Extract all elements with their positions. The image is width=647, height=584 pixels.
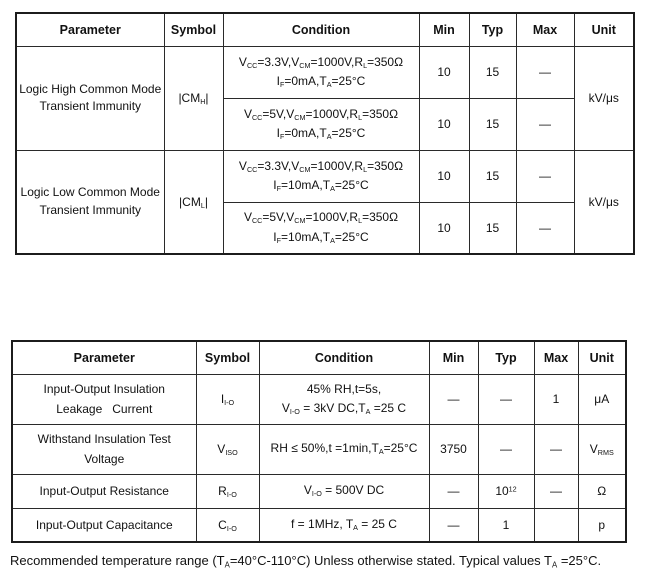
min-cell: — [428, 473, 479, 509]
min-cell: 10 [418, 45, 470, 99]
condition-line: IF=10mA,TA=25°C [273, 229, 369, 245]
typ-cell: 15 [468, 201, 517, 255]
table-row: Withstand Insulation Test Voltage VISO R… [11, 423, 627, 475]
symbol-cell: |CMH| [163, 45, 224, 151]
typ-cell: 15 [468, 149, 517, 203]
min-cell: 10 [418, 201, 470, 255]
condition-cell: VCC=5V,VCM=1000V,RL=350Ω IF=10mA,TA=25°C [222, 201, 420, 255]
min-cell: 10 [418, 149, 470, 203]
unit-cell: μA [577, 373, 627, 425]
unit-cell: kV/μs [573, 45, 635, 151]
header-cell-typ: Typ [468, 12, 517, 47]
condition-line: VCC=3.3V,VCM=1000V,RL=350Ω [238, 158, 404, 174]
transient-immunity-table: Parameter Symbol Condition Min Typ Max U… [15, 12, 635, 255]
header-row: Parameter Symbol Condition Min Typ Max U… [15, 12, 635, 47]
header-cell-parameter: Parameter [15, 12, 165, 47]
condition-line: IF=10mA,TA=25°C [273, 178, 369, 194]
condition-line: VCC=3.3V,VCM=1000V,RL=350Ω [238, 54, 404, 70]
table-row: Input-Output Capacitance CI-O f = 1MHz, … [11, 507, 627, 543]
header-cell-condition: Condition [258, 340, 430, 375]
header-cell-min: Min [428, 340, 479, 375]
condition-cell: 45% RH,t=5s, VI-O = 3kV DC,TA =25 C [258, 373, 430, 425]
table-row: Logic Low Common Mode Transient Immunity… [15, 149, 635, 255]
typ-cell: 15 [468, 45, 517, 99]
parameter-cell: Input-Output Resistance [11, 473, 197, 509]
symbol-cell: |CML| [163, 149, 224, 255]
max-cell: — [515, 149, 575, 203]
header-cell-symbol: Symbol [163, 12, 224, 47]
typ-cell: 1012 [477, 473, 535, 509]
footnote: Recommended temperature range (TA=40°C-1… [10, 553, 602, 570]
parameter-line: Input-Output Resistance [39, 483, 169, 498]
header-cell-unit: Unit [577, 340, 627, 375]
table-row: Input-Output Insulation Leakage Current … [11, 373, 627, 425]
symbol-cell: II-O [195, 373, 260, 425]
table-row: VCC=5V,VCM=1000V,RL=350Ω IF=0mA,TA=25°C … [16, 97, 634, 151]
condition-line: VCC=5V,VCM=1000V,RL=350Ω [243, 106, 399, 122]
insulation-table: Parameter Symbol Condition Min Typ Max U… [11, 340, 627, 543]
unit-cell: VRMS [577, 423, 627, 475]
condition-line: VI-O = 500V DC [303, 483, 385, 499]
header-cell-condition: Condition [222, 12, 420, 47]
header-cell-max: Max [533, 340, 579, 375]
max-cell: — [515, 45, 575, 99]
parameter-cell: Withstand Insulation Test Voltage [11, 423, 197, 475]
parameter-line: Withstand Insulation Test [37, 431, 171, 446]
max-cell: — [515, 97, 575, 151]
condition-cell: VCC=3.3V,VCM=1000V,RL=350Ω IF=10mA,TA=25… [222, 149, 420, 203]
parameter-line: Voltage [84, 452, 125, 466]
condition-line: VCC=5V,VCM=1000V,RL=350Ω [243, 210, 399, 226]
max-cell: — [515, 201, 575, 255]
parameter-cell: Input-Output Insulation Leakage Current [11, 373, 197, 425]
min-cell: 3750 [428, 423, 479, 475]
header-cell-typ: Typ [477, 340, 535, 375]
typ-cell: 15 [468, 97, 517, 151]
condition-cell: RH ≤ 50%,t =1min,TA=25°C [258, 423, 430, 475]
parameter-cell: Input-Output Capacitance [11, 507, 197, 543]
condition-line: IF=0mA,TA=25°C [276, 126, 366, 142]
min-cell: — [428, 507, 479, 543]
condition-line: IF=0mA,TA=25°C [276, 74, 366, 90]
min-cell: — [428, 373, 479, 425]
parameter-cell: Logic Low Common Mode Transient Immunity [15, 149, 165, 255]
min-cell: 10 [418, 97, 470, 151]
condition-line: f = 1MHz, TA = 25 C [291, 517, 397, 533]
table-row: Input-Output Resistance RI-O VI-O = 500V… [11, 473, 627, 509]
max-cell: — [533, 423, 579, 475]
condition-line: 45% RH,t=5s, [306, 381, 382, 396]
typ-cell: 1 [477, 507, 535, 543]
symbol-cell: RI-O [195, 473, 260, 509]
header-cell-unit: Unit [573, 12, 635, 47]
parameter-cell: Logic High Common Mode Transient Immunit… [15, 45, 165, 151]
parameter-line: Input-Output Insulation [43, 381, 165, 396]
header-cell-parameter: Parameter [11, 340, 197, 375]
max-cell: — [533, 473, 579, 509]
header-cell-symbol: Symbol [195, 340, 260, 375]
unit-cell: Ω [577, 473, 627, 509]
condition-cell: VCC=3.3V,VCM=1000V,RL=350Ω IF=0mA,TA=25°… [222, 45, 420, 99]
header-row: Parameter Symbol Condition Min Typ Max U… [11, 340, 627, 375]
max-cell [533, 507, 579, 543]
typ-cell: — [477, 423, 535, 475]
parameter-line: Leakage Current [56, 402, 153, 416]
typ-cell: — [477, 373, 535, 425]
condition-cell: VCC=5V,VCM=1000V,RL=350Ω IF=0mA,TA=25°C [222, 97, 420, 151]
symbol-cell: CI-O [195, 507, 260, 543]
table-row: VCC=5V,VCM=1000V,RL=350Ω IF=10mA,TA=25°C… [16, 201, 634, 255]
condition-cell: f = 1MHz, TA = 25 C [258, 507, 430, 543]
table-row: Logic High Common Mode Transient Immunit… [15, 45, 635, 151]
unit-cell: kV/μs [573, 149, 635, 255]
condition-line: VI-O = 3kV DC,TA =25 C [281, 401, 407, 417]
max-cell: 1 [533, 373, 579, 425]
condition-cell: VI-O = 500V DC [258, 473, 430, 509]
symbol-cell: VISO [195, 423, 260, 475]
unit-cell: p [577, 507, 627, 543]
parameter-line: Input-Output Capacitance [35, 517, 173, 532]
header-cell-max: Max [515, 12, 575, 47]
header-cell-min: Min [418, 12, 470, 47]
condition-line: RH ≤ 50%,t =1min,TA=25°C [270, 441, 418, 457]
